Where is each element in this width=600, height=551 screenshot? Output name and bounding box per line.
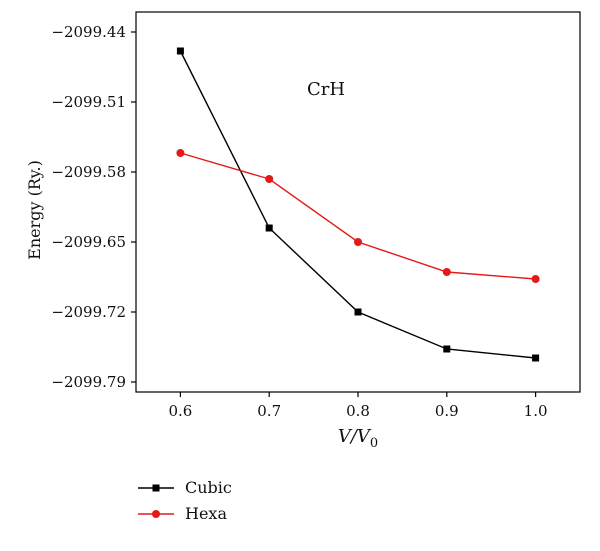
y-axis-label: Energy (Ry.) bbox=[25, 160, 44, 260]
data-point-hexa bbox=[265, 175, 274, 183]
y-tick-label: −2099.51 bbox=[51, 93, 126, 111]
y-axis-label-group: Energy (Ry.) bbox=[25, 160, 44, 260]
data-point-cubic bbox=[354, 308, 362, 316]
legend-label-cubic: Cubic bbox=[185, 478, 232, 497]
x-tick-label: 0.7 bbox=[257, 402, 281, 420]
x-tick-label: 1.0 bbox=[524, 402, 548, 420]
series-line-hexa bbox=[180, 152, 536, 280]
y-tick-label: −2099.65 bbox=[51, 233, 126, 251]
x-tick-label: 0.9 bbox=[435, 402, 459, 420]
y-tick-label: −2099.72 bbox=[51, 303, 126, 321]
series-layer bbox=[176, 47, 540, 362]
y-tick-label: −2099.44 bbox=[51, 23, 126, 41]
x-tick-label: 0.8 bbox=[346, 402, 370, 420]
data-point-hexa bbox=[442, 268, 451, 276]
data-point-cubic bbox=[443, 345, 451, 353]
x-axis-label: V/V0 bbox=[338, 426, 378, 451]
data-point-cubic bbox=[532, 354, 540, 362]
legend-marker-cubic bbox=[152, 484, 160, 492]
data-point-hexa bbox=[531, 275, 540, 283]
legend: Cubic Hexa bbox=[138, 478, 232, 523]
data-point-cubic bbox=[265, 224, 273, 232]
x-axis-label-main: V/V bbox=[338, 426, 372, 447]
x-tick-label: 0.6 bbox=[168, 402, 192, 420]
axes-layer: −2099.44 −2099.51 −2099.58 −2099.65 −2099.72… bbox=[51, 11, 581, 420]
data-point-hexa bbox=[354, 238, 362, 246]
y-tick-label: −2099.58 bbox=[51, 163, 126, 181]
data-point-cubic bbox=[176, 47, 184, 55]
chart-annotation: CrH bbox=[307, 79, 345, 100]
y-tick-label: −2099.79 bbox=[51, 373, 126, 391]
data-point-hexa bbox=[176, 149, 185, 157]
x-axis-label-subscript: 0 bbox=[370, 436, 378, 451]
plot-frame bbox=[135, 11, 581, 393]
legend-marker-hexa bbox=[152, 510, 160, 518]
legend-label-hexa: Hexa bbox=[185, 504, 227, 523]
